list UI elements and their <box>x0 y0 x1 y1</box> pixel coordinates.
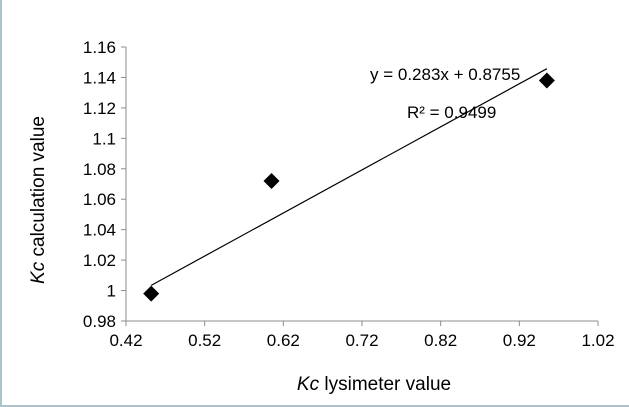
x-axis-title-italic: Kc <box>297 374 320 395</box>
data-point-diamond <box>263 172 280 189</box>
y-axis-title-italic: Kc <box>28 261 49 284</box>
x-tick-label: 0.52 <box>188 331 221 350</box>
x-tick-label: 0.92 <box>503 331 536 350</box>
axes <box>125 47 598 322</box>
trendline <box>150 68 548 286</box>
y-tick-label: 0.98 <box>83 312 116 331</box>
data-point-diamond <box>538 72 555 89</box>
y-tick-label: 1.06 <box>83 190 116 209</box>
y-tick-label: 1.16 <box>83 38 116 57</box>
y-axis-title: Kc calculation value <box>28 116 49 284</box>
x-tick-label: 0.82 <box>424 331 457 350</box>
y-tick-label: 1.08 <box>83 160 116 179</box>
data-points <box>143 72 555 302</box>
data-point-diamond <box>143 285 160 302</box>
x-axis-title: Kc lysimeter value <box>297 374 451 395</box>
y-axis-title-rest: calculation value <box>28 116 49 262</box>
trendline-r-squared-label: R² = 0.9499 <box>407 103 496 122</box>
y-tick-label: 1.1 <box>92 129 116 148</box>
trendline-group <box>150 68 548 286</box>
x-tick-label: 0.42 <box>109 331 142 350</box>
x-axis-title-rest: lysimeter value <box>319 374 451 395</box>
y-tick-label: 1.14 <box>83 68 116 87</box>
y-tick-label: 1.04 <box>83 221 116 240</box>
y-tick-label: 1.02 <box>83 251 116 270</box>
x-tick-label: 0.72 <box>345 331 378 350</box>
x-tick-label: 0.62 <box>267 331 300 350</box>
y-axis-ticks: 0.98 1 1.02 1.04 1.06 1.08 1.1 1.12 1.14 1.16 <box>83 38 126 331</box>
y-tick-label: 1 <box>107 282 116 301</box>
trendline-equation-label: y = 0.283x + 0.8755 <box>370 65 520 84</box>
y-tick-label: 1.12 <box>83 99 116 118</box>
x-tick-label: 1.02 <box>581 331 614 350</box>
x-axis-ticks: 0.42 0.52 0.62 0.72 0.82 0.92 1.02 <box>109 321 615 350</box>
